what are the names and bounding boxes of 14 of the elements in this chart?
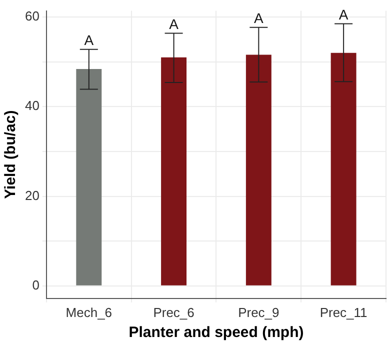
x-tick-label: Prec_11 xyxy=(320,304,368,320)
y-tick-label: 20 xyxy=(24,188,40,203)
x-tick-label: Prec_9 xyxy=(238,304,280,320)
annotation: A xyxy=(254,10,264,26)
annotation: A xyxy=(169,16,180,32)
x-axis-title: Planter and speed (mph) xyxy=(128,324,304,342)
y-axis-title: Yield (bu/ac) xyxy=(2,110,20,199)
y-tick-label: 0 xyxy=(32,277,40,292)
annotation: A xyxy=(338,6,349,23)
x-tick-label: Prec_6 xyxy=(153,304,194,320)
y-tick-label: 40 xyxy=(24,98,40,114)
y-tick-label: 60 xyxy=(24,8,40,24)
annotation: A xyxy=(84,32,94,48)
x-tick-label: Mech_6 xyxy=(66,304,112,320)
